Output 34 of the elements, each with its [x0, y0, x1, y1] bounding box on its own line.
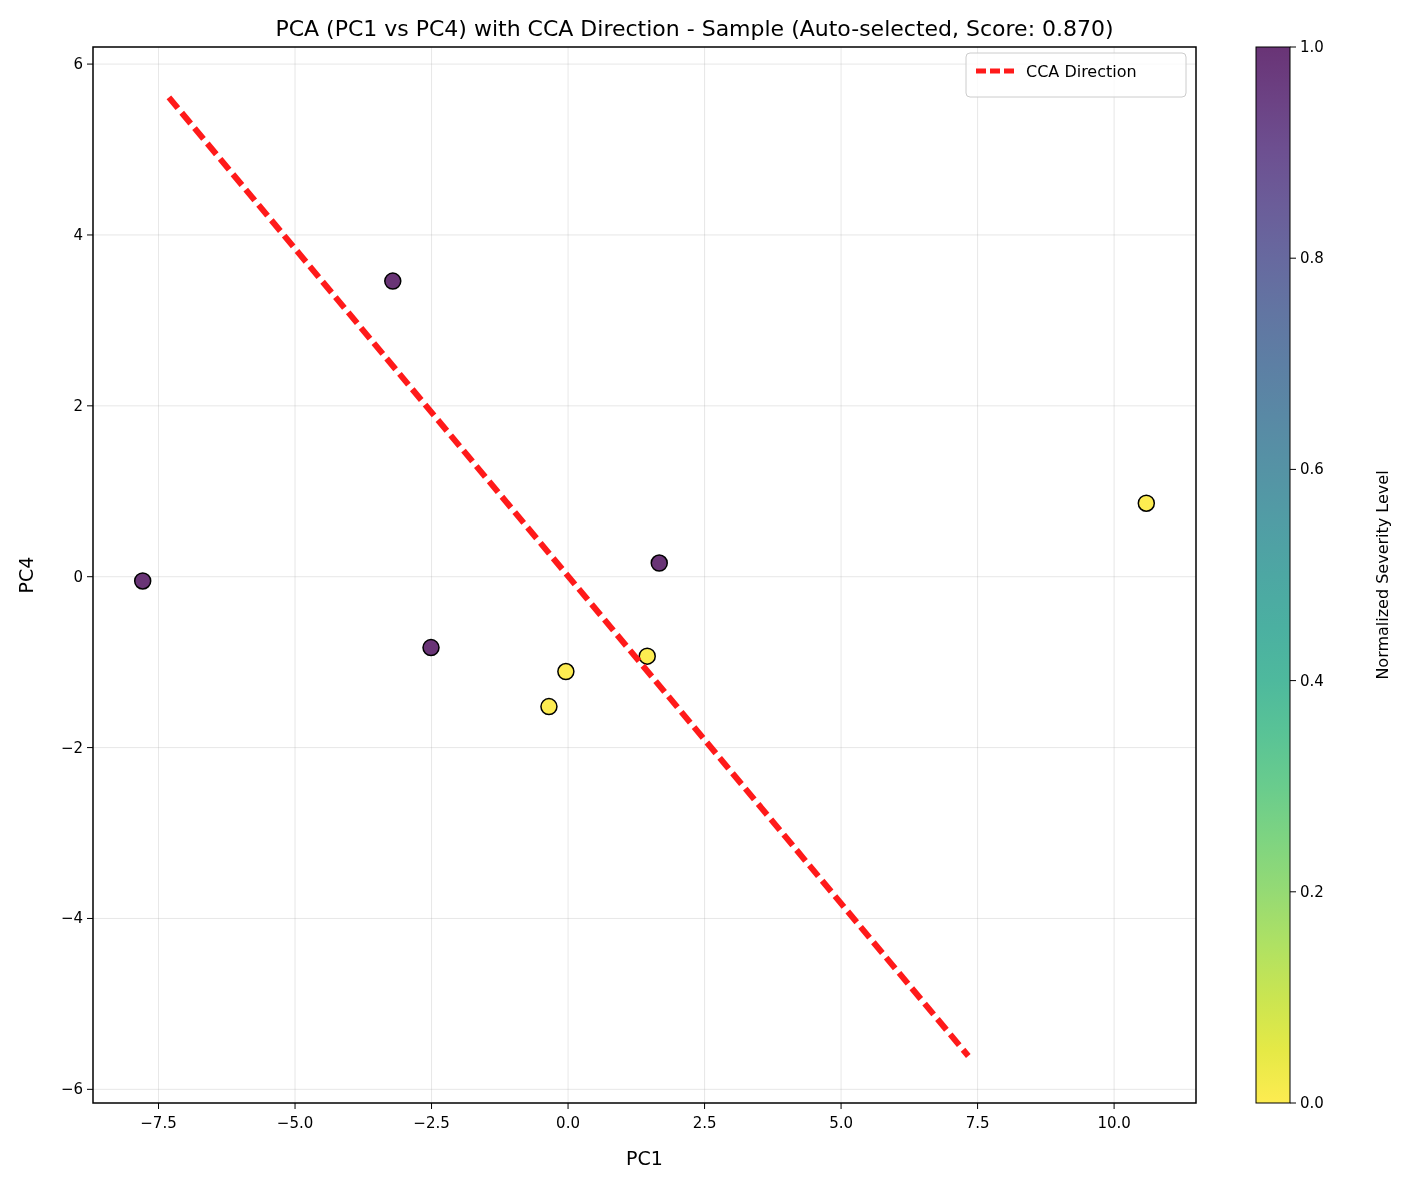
x-tick-label: −2.5: [413, 1114, 450, 1132]
point: [384, 272, 402, 290]
y-tick-label: −4: [60, 909, 83, 928]
x-tick-label: −7.5: [140, 1114, 177, 1132]
point: [650, 554, 668, 572]
point: [133, 572, 152, 590]
color-bar-label: 0.8: [1300, 249, 1324, 268]
color-bar-title: Normalized Severity Level: [1373, 470, 1392, 680]
point: [1137, 494, 1156, 512]
point: [557, 662, 575, 681]
x-axis-title: PC1: [626, 1147, 663, 1169]
y-axis-title: PC4: [15, 556, 37, 594]
y-tick-label: 2: [73, 396, 83, 415]
chart-title: PCA (PC1 vs PC4) with CCA Direction - Sample (Auto-selected, Score: 0.870): [275, 16, 1114, 41]
color-bar-label: 0.0: [1300, 1094, 1324, 1112]
x-tick-label: −5.0: [276, 1114, 314, 1132]
legend-label: CCA Direction: [1026, 62, 1137, 81]
color-bar-label: 0.4: [1300, 671, 1324, 690]
y-tick-label: 6: [73, 55, 83, 74]
y-tick-label: 4: [73, 225, 83, 244]
color-bar-label: 0.6: [1300, 460, 1324, 479]
x-tick-label: 10.0: [1097, 1114, 1131, 1132]
x-tick-label: 7.5: [965, 1114, 990, 1132]
point: [422, 638, 440, 657]
x-tick-label: 0.0: [556, 1114, 580, 1132]
point: [638, 647, 656, 665]
y-tick-label: 0: [73, 567, 83, 586]
point: [540, 697, 558, 716]
x-tick-label: 5.0: [829, 1114, 853, 1132]
y-tick-label: −6: [60, 1080, 83, 1099]
y-tick-label: −2: [60, 738, 83, 757]
color-bar-label: 1.0: [1300, 38, 1324, 56]
x-tick-label: 2.5: [692, 1114, 717, 1132]
color-bar-label: 0.2: [1300, 882, 1324, 901]
